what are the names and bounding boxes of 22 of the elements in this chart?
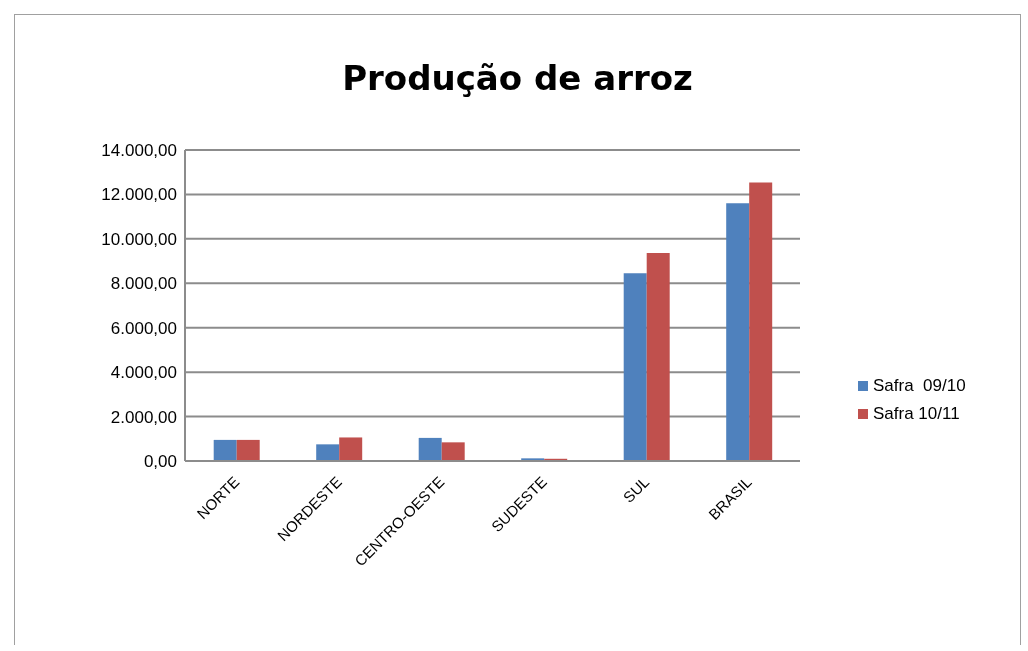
bar <box>213 439 237 461</box>
y-tick-label: 8.000,00 <box>110 274 177 294</box>
y-tick-label: 14.000,00 <box>101 141 177 161</box>
y-tick-label: 4.000,00 <box>110 363 177 383</box>
y-tick-label: 12.000,00 <box>101 185 177 205</box>
bar <box>441 442 465 461</box>
x-tick-label: SUL <box>619 473 653 506</box>
legend-label: Safra 09/10 <box>873 376 966 396</box>
chart-title: Produção de arroz <box>341 57 694 100</box>
bar <box>316 444 340 461</box>
legend-label: Safra 10/11 <box>873 404 960 424</box>
y-tick-label: 0,00 <box>143 452 177 472</box>
bar <box>623 273 647 461</box>
bar <box>339 437 363 461</box>
y-tick-label: 2.000,00 <box>110 407 177 427</box>
bar <box>418 437 442 461</box>
bar <box>749 182 773 461</box>
y-tick-label: 6.000,00 <box>110 318 177 338</box>
bar <box>646 253 670 461</box>
bar <box>236 439 260 461</box>
bar <box>726 203 750 461</box>
y-tick-label: 10.000,00 <box>101 229 177 249</box>
